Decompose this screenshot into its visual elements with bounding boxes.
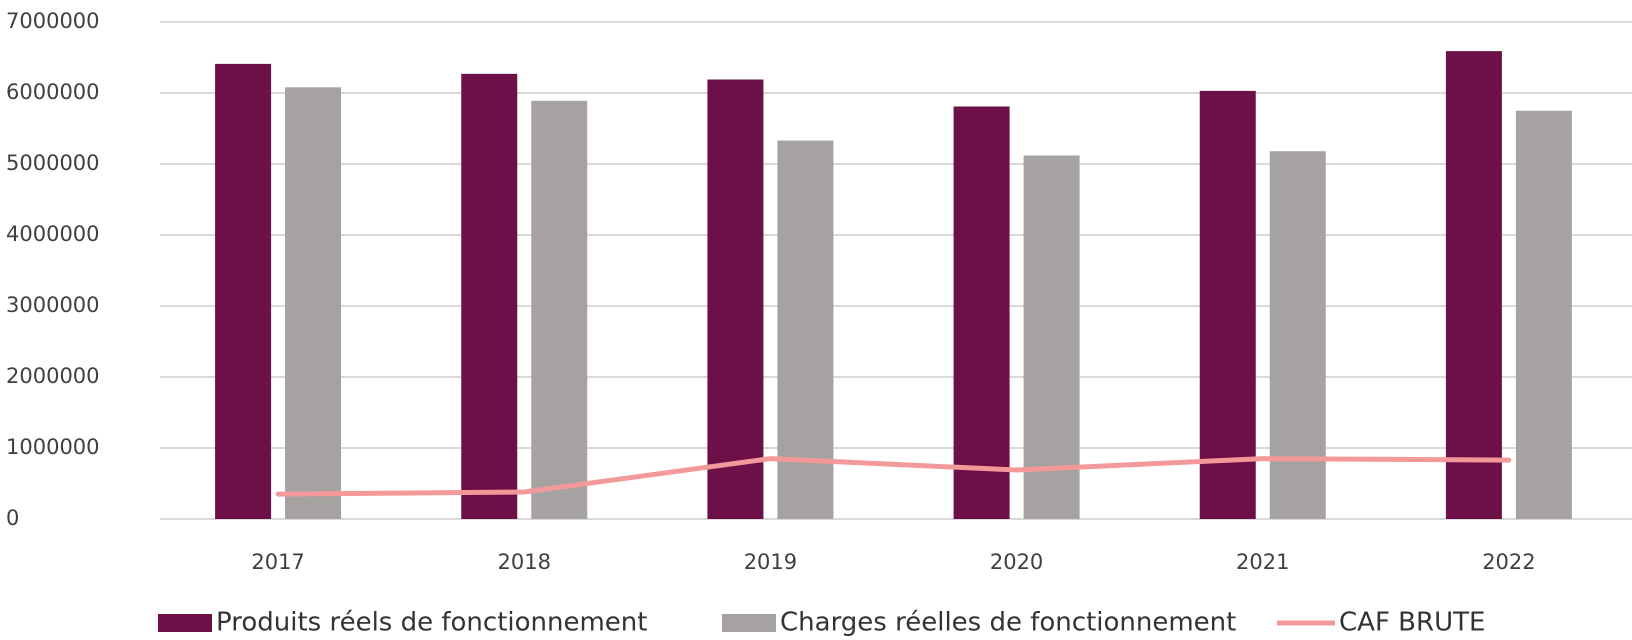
bar [215,63,272,519]
y-tick-label: 7000000 [6,9,100,33]
bar [953,106,1010,520]
legend-swatch [722,614,776,632]
bar [1445,51,1502,520]
y-tick-label: 2000000 [6,364,100,388]
bar [531,100,588,519]
y-tick-label: 6000000 [6,80,100,104]
bar [461,73,518,519]
y-tick-label: 1000000 [6,435,100,459]
legend-label: CAF BRUTE [1339,608,1485,638]
legend-swatch [158,614,212,632]
bar [285,87,342,519]
bar [1199,90,1256,520]
x-tick-label: 2020 [990,550,1043,574]
legend-label: Charges réelles de fonctionnement [780,608,1236,638]
bar [777,140,834,519]
y-tick-label: 0 [6,506,19,530]
x-tick-label: 2021 [1236,550,1289,574]
x-tick-label: 2019 [744,550,797,574]
y-tick-label: 4000000 [6,222,100,246]
bar [1269,151,1326,519]
line [275,456,1512,497]
y-tick-label: 5000000 [6,151,100,175]
bar [707,79,764,519]
y-tick-label: 3000000 [6,293,100,317]
bar [1515,110,1572,519]
bar [1023,155,1080,520]
x-tick-label: 2022 [1482,550,1535,574]
legend-label: Produits réels de fonctionnement [216,608,647,638]
x-tick-label: 2017 [251,550,304,574]
x-tick-label: 2018 [498,550,551,574]
